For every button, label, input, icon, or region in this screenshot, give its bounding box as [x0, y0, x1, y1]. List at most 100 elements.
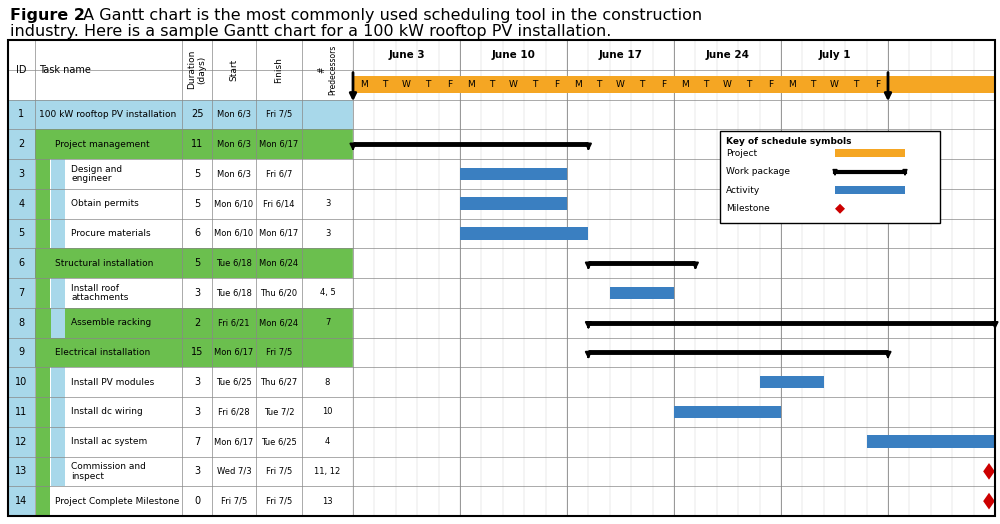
- Bar: [353, 486, 995, 516]
- Text: 3: 3: [194, 377, 200, 387]
- Text: 13: 13: [15, 466, 28, 476]
- Text: Mon 6/3: Mon 6/3: [217, 139, 251, 149]
- Text: Project: Project: [726, 149, 757, 158]
- Bar: [36, 219, 50, 248]
- Text: F: F: [447, 80, 452, 89]
- Bar: [610, 287, 674, 299]
- Text: Tue 6/18: Tue 6/18: [216, 288, 252, 298]
- Bar: [353, 337, 995, 367]
- Text: Install ac system: Install ac system: [71, 437, 147, 446]
- Polygon shape: [983, 493, 995, 509]
- Bar: [36, 397, 50, 427]
- Text: June 3: June 3: [388, 50, 425, 60]
- Bar: [8, 367, 35, 397]
- Text: Procure materials: Procure materials: [71, 229, 151, 238]
- Text: F: F: [768, 80, 773, 89]
- Text: 1: 1: [18, 110, 25, 119]
- Text: Key of schedule symbols: Key of schedule symbols: [726, 137, 852, 146]
- Text: 7: 7: [194, 436, 200, 446]
- Bar: [51, 308, 65, 337]
- Text: T: T: [489, 80, 495, 89]
- Bar: [51, 219, 65, 248]
- Text: Milestone: Milestone: [726, 204, 770, 213]
- Bar: [36, 278, 50, 308]
- Bar: [353, 129, 995, 159]
- Text: A Gantt chart is the most commonly used scheduling tool in the construction: A Gantt chart is the most commonly used …: [78, 8, 702, 23]
- Bar: [8, 248, 353, 278]
- Text: Obtain permits: Obtain permits: [71, 199, 139, 208]
- Text: 11: 11: [191, 139, 203, 149]
- Bar: [8, 129, 353, 159]
- Text: ID: ID: [16, 65, 27, 75]
- Text: Tue 7/2: Tue 7/2: [264, 407, 294, 417]
- Text: 12: 12: [15, 436, 28, 446]
- Text: 2: 2: [194, 318, 200, 328]
- Text: 9: 9: [18, 347, 25, 357]
- Bar: [36, 337, 50, 367]
- Text: 10: 10: [322, 407, 333, 417]
- Bar: [8, 219, 353, 248]
- Text: 5: 5: [18, 228, 25, 238]
- Bar: [674, 406, 781, 418]
- Bar: [8, 100, 353, 129]
- Text: Task name: Task name: [39, 65, 91, 75]
- Text: 15: 15: [191, 347, 203, 357]
- Bar: [460, 227, 588, 239]
- Text: T: T: [639, 80, 645, 89]
- Text: Fri 7/5: Fri 7/5: [266, 497, 292, 506]
- Bar: [8, 308, 353, 337]
- Text: W: W: [509, 80, 518, 89]
- Text: Mon 6/17: Mon 6/17: [259, 229, 299, 238]
- Text: Fri 7/5: Fri 7/5: [266, 467, 292, 476]
- Bar: [8, 70, 995, 100]
- Text: M: M: [574, 80, 582, 89]
- Text: 11: 11: [15, 407, 28, 417]
- Text: 4: 4: [18, 199, 25, 209]
- Bar: [353, 456, 995, 486]
- Text: 25: 25: [191, 110, 203, 119]
- Text: Fri 6/7: Fri 6/7: [266, 169, 292, 178]
- Text: Thu 6/27: Thu 6/27: [260, 378, 298, 387]
- Bar: [36, 308, 50, 337]
- Bar: [8, 278, 353, 308]
- Text: 10: 10: [15, 377, 28, 387]
- Text: T: T: [596, 80, 602, 89]
- Bar: [36, 159, 50, 189]
- Text: W: W: [616, 80, 625, 89]
- Bar: [8, 367, 353, 397]
- Bar: [8, 189, 353, 219]
- Bar: [8, 456, 35, 486]
- Text: Structural installation: Structural installation: [55, 259, 153, 268]
- Text: 5: 5: [194, 199, 200, 209]
- Text: 3: 3: [194, 288, 200, 298]
- Text: Mon 6/24: Mon 6/24: [259, 318, 299, 327]
- Bar: [8, 397, 35, 427]
- Text: Project Complete Milestone: Project Complete Milestone: [55, 497, 179, 506]
- Text: Duration
(days): Duration (days): [187, 50, 207, 90]
- Text: Figure 2: Figure 2: [10, 8, 85, 23]
- Text: M: M: [360, 80, 368, 89]
- Bar: [36, 129, 50, 159]
- Text: F: F: [554, 80, 559, 89]
- Text: Mon 6/10: Mon 6/10: [214, 199, 254, 208]
- Bar: [353, 189, 995, 219]
- Bar: [8, 337, 35, 367]
- Bar: [8, 189, 35, 219]
- Bar: [835, 149, 905, 157]
- Text: Thu 6/20: Thu 6/20: [260, 288, 298, 298]
- Text: Activity: Activity: [726, 185, 760, 195]
- Bar: [353, 367, 995, 397]
- Text: 100 kW rooftop PV installation: 100 kW rooftop PV installation: [39, 110, 176, 119]
- Text: 6: 6: [194, 228, 200, 238]
- Bar: [36, 427, 50, 456]
- Bar: [8, 129, 35, 159]
- Text: 3: 3: [325, 229, 330, 238]
- Text: T: T: [810, 80, 816, 89]
- Text: M: M: [467, 80, 475, 89]
- Text: Mon 6/3: Mon 6/3: [217, 110, 251, 119]
- Bar: [36, 189, 50, 219]
- Text: Commission and
inspect: Commission and inspect: [71, 462, 146, 481]
- Text: Fri 7/5: Fri 7/5: [221, 497, 247, 506]
- Text: Wed 7/3: Wed 7/3: [217, 467, 251, 476]
- Text: Project management: Project management: [55, 139, 150, 149]
